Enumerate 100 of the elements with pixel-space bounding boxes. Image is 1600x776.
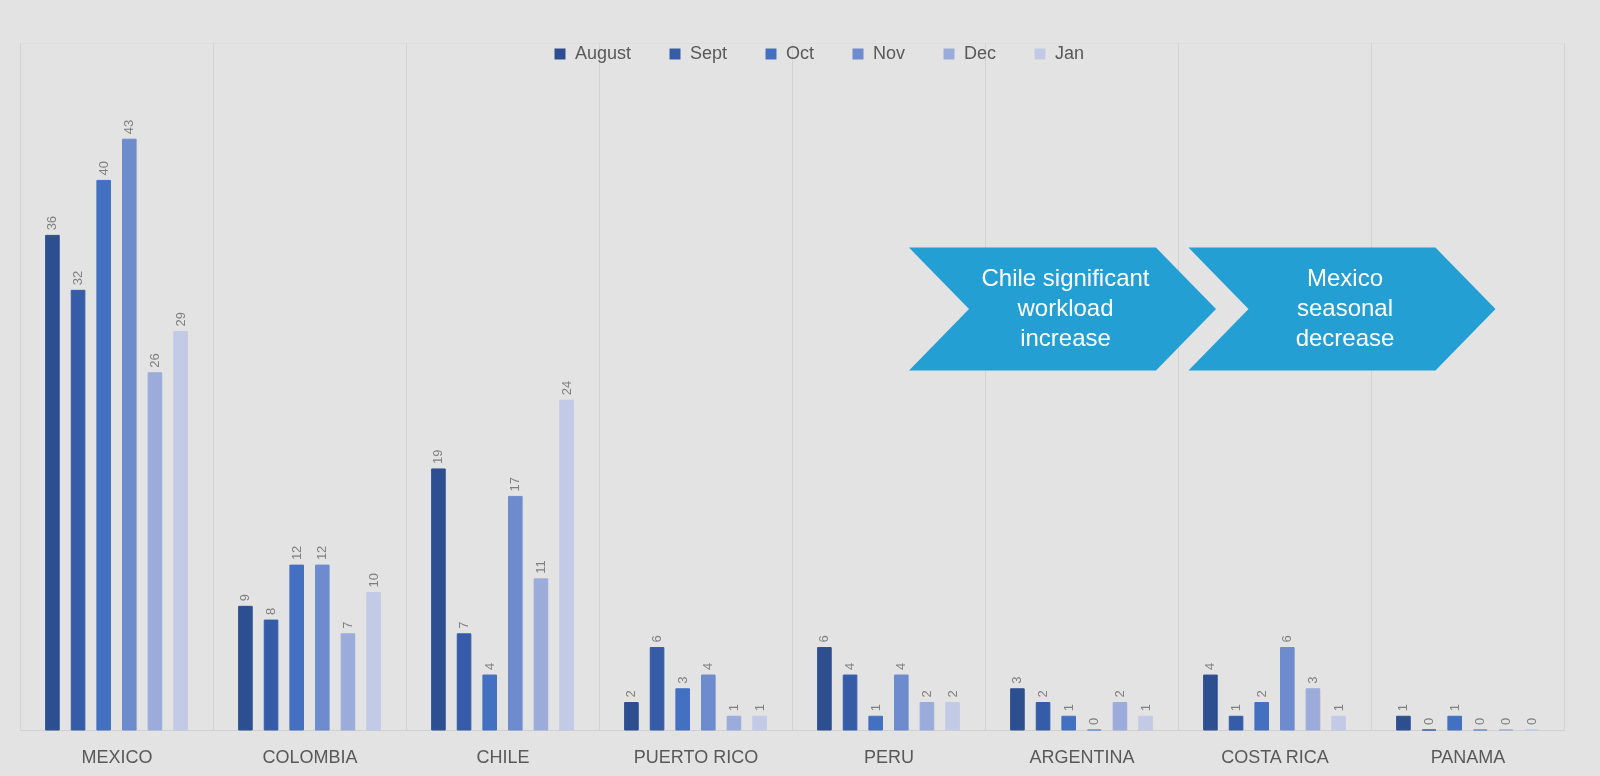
- x-tick-label: ARGENTINA: [1029, 746, 1135, 767]
- data-label: 1: [1446, 704, 1462, 712]
- bar: [1138, 715, 1153, 731]
- bar: [238, 605, 253, 731]
- bar: [868, 715, 883, 731]
- bar: [649, 647, 665, 731]
- data-label: 0: [1472, 717, 1488, 725]
- bar: [1112, 702, 1128, 731]
- bar: [701, 674, 716, 731]
- data-label: 43: [121, 119, 137, 135]
- bar: [533, 578, 549, 731]
- bar: [726, 715, 742, 731]
- bar: [1331, 715, 1346, 731]
- bar: [482, 674, 497, 731]
- data-label: 17: [507, 476, 523, 492]
- data-label: 3: [1009, 676, 1025, 684]
- bar: [919, 702, 935, 731]
- data-label: 36: [44, 215, 60, 231]
- data-label: 1: [1060, 704, 1076, 712]
- x-tick-label: PERU: [863, 746, 915, 767]
- bar: [894, 674, 909, 731]
- bar: [624, 702, 639, 731]
- bar: [1061, 715, 1076, 731]
- x-tick-label: PUERTO RICO: [633, 746, 759, 767]
- data-label: 4: [481, 662, 497, 671]
- x-tick-label: COSTA RICA: [1221, 746, 1329, 767]
- data-label: 4: [1202, 662, 1218, 671]
- data-label: 1: [725, 704, 741, 712]
- bar: [945, 702, 960, 731]
- data-label: 0: [1497, 717, 1513, 725]
- x-tick-label: MEXICO: [81, 746, 153, 767]
- data-label: 0: [1523, 717, 1539, 725]
- data-label: 32: [70, 270, 86, 286]
- data-label: 19: [430, 449, 446, 464]
- data-label: 9: [237, 594, 253, 602]
- data-label: 2: [1111, 690, 1127, 698]
- bar: [147, 372, 163, 731]
- data-label: 7: [456, 621, 472, 629]
- bar: [675, 688, 690, 731]
- data-label: 8: [263, 607, 279, 616]
- bar: [1305, 688, 1321, 731]
- data-label: 4: [700, 662, 716, 671]
- data-label: 7: [339, 621, 355, 629]
- bar: [263, 619, 279, 731]
- legend-label: Nov: [873, 43, 906, 63]
- legend-label: Dec: [964, 43, 997, 63]
- bar: [842, 674, 858, 731]
- bar: [1280, 647, 1295, 731]
- bar: [122, 138, 137, 731]
- bar: [817, 647, 832, 731]
- bar: [1010, 688, 1025, 731]
- data-label: 12: [288, 545, 304, 561]
- bar: [1203, 674, 1218, 731]
- bar: [173, 331, 188, 731]
- data-label: 2: [623, 690, 639, 698]
- data-label: 29: [172, 312, 188, 327]
- legend-label: Jan: [1055, 43, 1085, 63]
- bar: [456, 633, 472, 731]
- data-label: 6: [1279, 635, 1295, 643]
- data-label: 2: [1035, 690, 1051, 698]
- data-label: 12: [314, 545, 330, 561]
- bar: [366, 592, 381, 731]
- data-label: 3: [674, 676, 690, 684]
- bar: [431, 468, 446, 731]
- data-label: 4: [842, 662, 858, 671]
- data-label: 1: [1228, 704, 1244, 712]
- x-tick-label: PANAMA: [1430, 746, 1506, 767]
- data-label: 6: [816, 635, 832, 643]
- bar: [289, 564, 304, 731]
- data-label: 2: [918, 690, 934, 698]
- data-label: 6: [649, 635, 665, 643]
- data-label: 24: [558, 380, 574, 396]
- bar: [1035, 702, 1051, 731]
- bar: [96, 179, 111, 731]
- legend-label: August: [575, 43, 632, 63]
- data-label: 4: [893, 662, 909, 671]
- annotation: Chile significant workload increase: [981, 264, 1150, 351]
- data-label: 1: [867, 704, 883, 712]
- data-label: 2: [1253, 690, 1269, 698]
- legend-label: Sept: [690, 43, 728, 63]
- bar: [1254, 702, 1269, 731]
- bar: [340, 633, 356, 731]
- data-label: 1: [751, 704, 767, 712]
- data-label: 0: [1421, 717, 1437, 725]
- bar: [752, 715, 767, 731]
- x-tick-label: COLOMBIA: [262, 746, 358, 767]
- data-label: 1: [1330, 704, 1346, 712]
- bar: [559, 399, 574, 731]
- bar: [1396, 715, 1411, 731]
- data-label: 1: [1137, 704, 1153, 712]
- x-tick-label: CHILE: [476, 746, 530, 767]
- bar: [315, 564, 330, 731]
- legend-label: Oct: [786, 43, 815, 63]
- bar: [45, 234, 60, 731]
- data-label: 10: [365, 573, 381, 588]
- data-label: 40: [95, 160, 111, 176]
- bar: [70, 289, 86, 731]
- data-label: 2: [944, 690, 960, 698]
- bar: [508, 495, 523, 731]
- data-label: 0: [1086, 717, 1102, 725]
